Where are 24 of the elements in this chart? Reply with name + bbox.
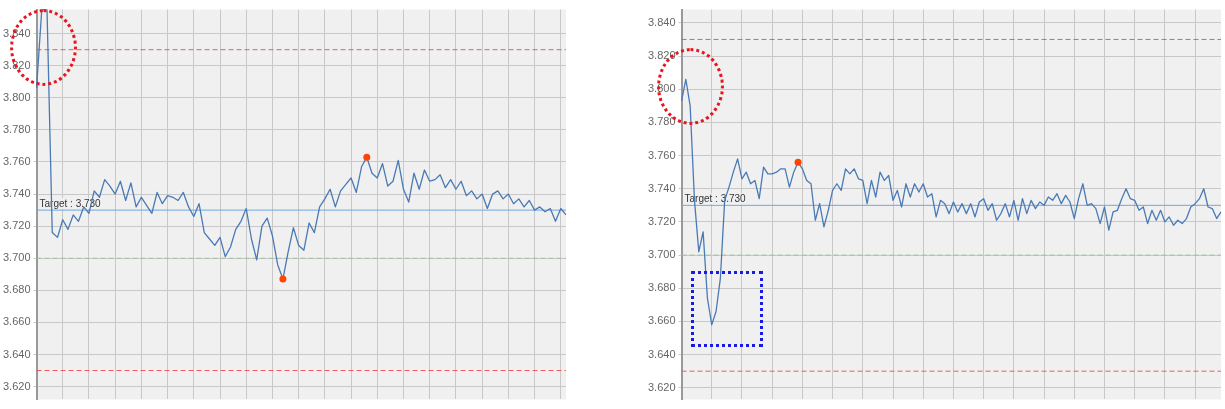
y-tick-label: 3.720 <box>3 219 31 232</box>
y-tick-label: 3.840 <box>648 15 676 28</box>
y-tick-label: 3.620 <box>648 380 676 393</box>
y-tick-label: 3.700 <box>648 248 676 261</box>
y-tick-label: 3.800 <box>3 90 31 103</box>
y-tick-label: 3.640 <box>3 347 31 360</box>
y-tick-label: 3.720 <box>648 214 676 227</box>
y-tick-label: 3.820 <box>648 49 676 62</box>
y-tick-label: 3.840 <box>3 26 31 39</box>
y-tick-label: 3.640 <box>648 347 676 360</box>
y-tick-label: 3.780 <box>648 115 676 128</box>
y-tick-label: 3.680 <box>648 281 676 294</box>
y-tick-label: 3.800 <box>648 82 676 95</box>
y-tick-label: 3.740 <box>3 187 31 200</box>
y-tick-label: 3.740 <box>648 181 676 194</box>
y-tick-label: 3.700 <box>3 251 31 264</box>
y-tick-label: 3.620 <box>3 379 31 392</box>
y-tick-label: 3.660 <box>648 314 676 327</box>
y-tick-label: 3.760 <box>648 148 676 161</box>
y-tick-label: 3.820 <box>3 58 31 71</box>
y-tick-label: 3.680 <box>3 283 31 296</box>
y-tick-label: 3.780 <box>3 122 31 135</box>
y-tick-label: 3.660 <box>3 315 31 328</box>
y-tick-label: 3.760 <box>3 155 31 168</box>
